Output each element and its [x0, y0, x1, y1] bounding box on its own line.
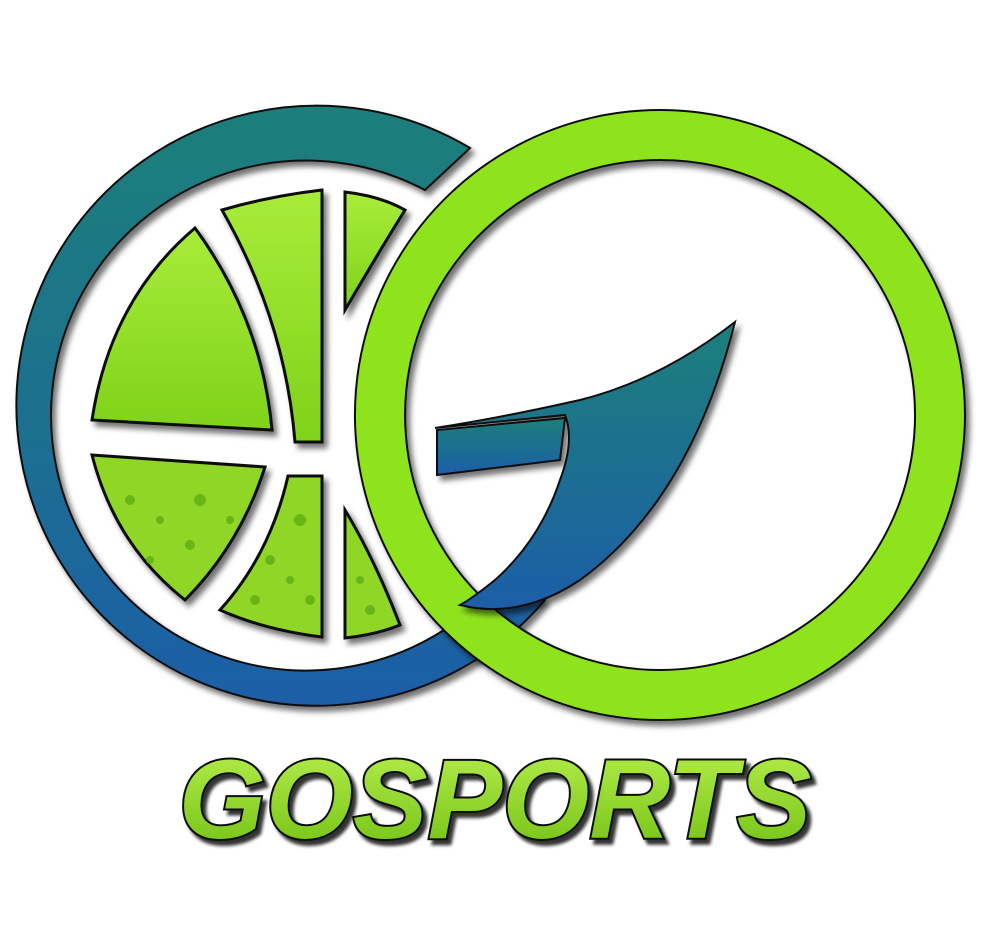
basketball-icon [90, 188, 408, 640]
g-swoosh-icon [434, 319, 737, 611]
lime-g-ring-icon [353, 109, 966, 721]
gosports-wordmark: GOSPORTS [177, 740, 814, 864]
brand-name-text: GOSPORTS [179, 740, 812, 862]
